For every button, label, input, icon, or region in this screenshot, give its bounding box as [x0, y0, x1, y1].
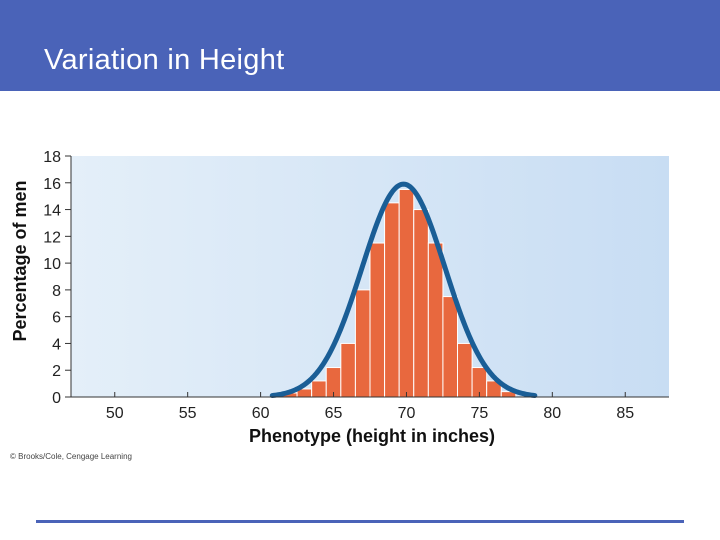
- x-tick-label: 85: [616, 405, 634, 422]
- x-tick-label: 55: [179, 405, 197, 422]
- bar-73: [442, 296, 459, 398]
- y-tick-label: 0: [52, 390, 61, 407]
- bar-64: [311, 380, 327, 398]
- y-tick-label: 2: [52, 363, 61, 380]
- x-tick-label: 70: [398, 405, 416, 422]
- height-distribution-chart: 0 2 4 6 8 10 12 14 16 18 50 55 60 65 70 75 80 85 Phenoty…: [10, 149, 669, 446]
- figure-panel: 0 2 4 6 8 10 12 14 16 18 50 55 60 65 70 75 80 85 Phenoty…: [6, 143, 714, 463]
- bar-70: [398, 188, 415, 398]
- bar-71: [413, 209, 429, 398]
- y-tick-label: 10: [43, 256, 61, 273]
- footer-divider: [36, 520, 684, 523]
- normal-distribution-curve: [269, 181, 538, 399]
- bar-69: [384, 202, 400, 398]
- bar-68: [369, 242, 386, 398]
- y-tick-label: 16: [43, 176, 61, 193]
- bar-67: [354, 289, 371, 398]
- slide-title: Variation in Height: [44, 44, 285, 76]
- bar-74: [457, 342, 473, 398]
- copyright-credit: © Brooks/Cole, Cengage Learning: [10, 452, 132, 461]
- x-tick-label: 65: [325, 405, 343, 422]
- y-tick-label: 18: [43, 149, 61, 166]
- y-tick-label: 6: [52, 310, 61, 327]
- x-tick-label: 75: [470, 405, 488, 422]
- y-axis-label: Percentage of men: [10, 180, 30, 341]
- y-tick-label: 4: [52, 336, 61, 353]
- slide-header: Variation in Height: [0, 0, 720, 91]
- y-tick-label: 12: [43, 229, 61, 246]
- bar-66: [340, 342, 356, 398]
- y-tick-label: 8: [52, 283, 61, 300]
- x-axis-label: Phenotype (height in inches): [249, 426, 495, 446]
- y-tick-label: 14: [43, 203, 61, 220]
- x-tick-label: 50: [106, 405, 124, 422]
- bar-72: [427, 242, 444, 398]
- x-tick-label: 60: [252, 405, 270, 422]
- x-tick-label: 80: [543, 405, 561, 422]
